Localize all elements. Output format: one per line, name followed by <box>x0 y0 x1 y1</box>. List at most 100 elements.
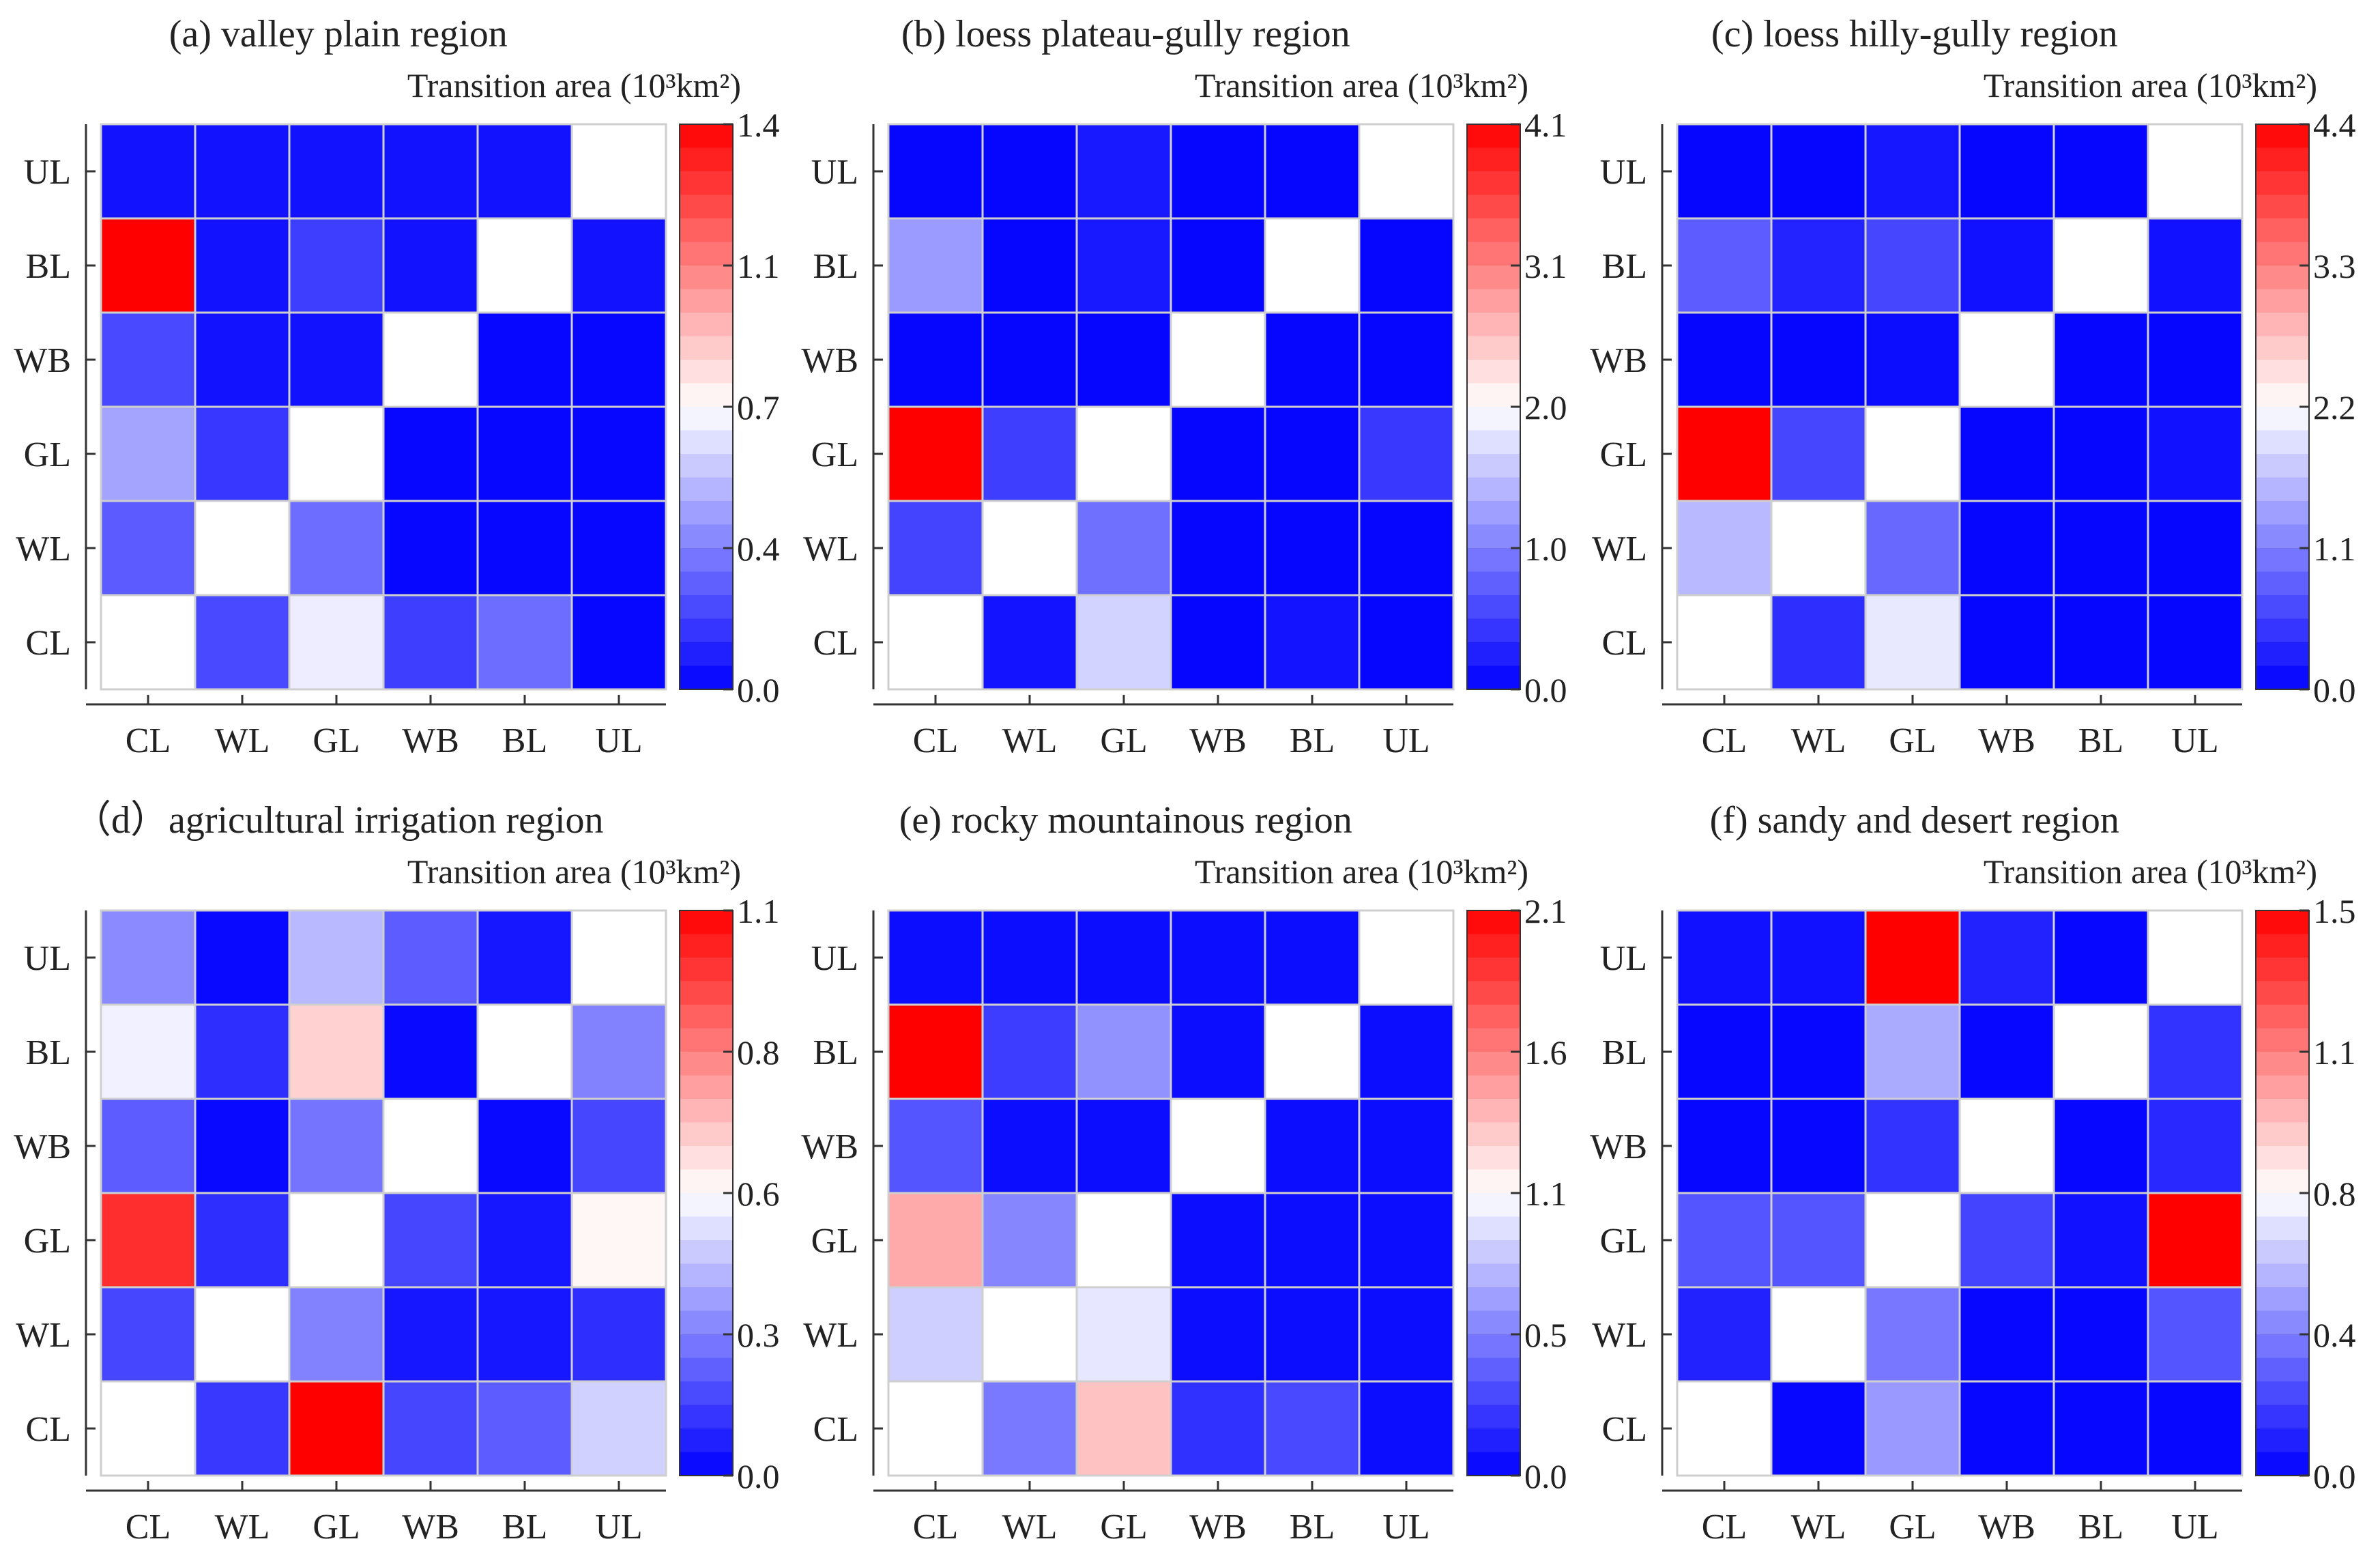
heatmap-cell <box>100 500 197 597</box>
heatmap-cell <box>1770 405 1867 502</box>
panel-title: (a) valley plain region <box>169 13 508 55</box>
colorbar-tick-label: 0.6 <box>737 1175 780 1213</box>
colorbar-tick-label: 0.0 <box>737 671 780 709</box>
heatmap-cell <box>2052 1380 2149 1477</box>
y-tick-label: CL <box>1602 1410 1647 1449</box>
heatmap-cell <box>382 405 479 502</box>
x-tick-label: UL <box>2171 1508 2218 1547</box>
x-tick-label: BL <box>502 1508 547 1547</box>
heatmap-cell <box>100 909 197 1006</box>
heatmap-cell <box>2147 217 2244 314</box>
heatmap-cell <box>1170 1380 1266 1477</box>
heatmap-cell <box>570 217 667 314</box>
heatmap-cell <box>981 1097 1078 1194</box>
y-tick-label: GL <box>1600 435 1647 474</box>
heatmap-cell <box>1864 1003 1961 1100</box>
y-tick-label: GL <box>811 435 858 474</box>
heatmap-cell <box>1075 311 1172 408</box>
y-tick-label: BL <box>1602 247 1647 286</box>
y-tick-label: WB <box>1590 1128 1647 1166</box>
heatmap-cell <box>1264 1097 1361 1194</box>
colorbar-tick-label: 3.3 <box>2313 247 2356 285</box>
x-tick-label: WB <box>1978 1508 2035 1547</box>
heatmap-cell <box>570 1097 667 1194</box>
heatmap-cell <box>1770 594 1867 691</box>
heatmap-cell <box>1264 1192 1361 1289</box>
panel-f: (f) sandy and desert region Transition ar… <box>1590 799 2355 1547</box>
heatmap-cell <box>981 909 1078 1006</box>
heatmap-cell <box>1676 405 1773 502</box>
heatmap-cell <box>194 217 291 314</box>
heatmap-cell <box>1170 1003 1266 1100</box>
colorbar-tick-label: 1.1 <box>1524 1175 1567 1213</box>
heatmap-cell <box>1358 311 1455 408</box>
heatmap-cell <box>1264 311 1361 408</box>
heatmap-cell <box>2052 1097 2149 1194</box>
x-tick-label: WB <box>1189 721 1247 760</box>
heatmap-cell <box>1264 217 1361 314</box>
heatmap-cell <box>570 1380 667 1477</box>
heatmap-cell <box>2147 1380 2244 1477</box>
heatmap-cell <box>382 1286 479 1383</box>
heatmap-cell <box>1264 1286 1361 1383</box>
heatmap-cell <box>1264 1380 1361 1477</box>
colorbar-tick-label: 0.4 <box>737 530 780 568</box>
heatmap-cell <box>2052 123 2149 220</box>
heatmap-cell <box>570 594 667 691</box>
y-tick-label: UL <box>811 939 858 978</box>
x-tick-label: GL <box>313 1508 360 1547</box>
heatmap-cell <box>100 405 197 502</box>
colorbar-tick-label: 2.1 <box>1524 892 1567 930</box>
heatmap-cell <box>194 909 291 1006</box>
heatmap-cell <box>382 1097 479 1194</box>
heatmap-cell <box>288 311 385 408</box>
heatmap-cell <box>887 1286 984 1383</box>
panel-title: （d）agricultural irrigation region <box>73 799 604 842</box>
colorbar-label: Transition area (10³km²) <box>1195 66 1528 104</box>
colorbar-tick-label: 1.1 <box>2313 1033 2356 1072</box>
heatmap-cell <box>1864 311 1961 408</box>
heatmap-cell <box>1358 123 1455 220</box>
heatmap-cell <box>1958 123 2055 220</box>
heatmap-cell <box>476 500 573 597</box>
x-tick-label: UL <box>2171 721 2218 760</box>
heatmap-cell <box>1075 1192 1172 1289</box>
panel-title: (b) loess plateau-gully region <box>901 13 1350 55</box>
heatmap-cell <box>981 594 1078 691</box>
colorbar-tick-label: 2.0 <box>1524 388 1567 427</box>
heatmap-cell <box>1958 405 2055 502</box>
heatmap-cell <box>476 1097 573 1194</box>
heatmap-cell <box>1770 217 1867 314</box>
heatmap-cell <box>570 311 667 408</box>
heatmap-cell <box>288 123 385 220</box>
heatmap-cell <box>2147 1097 2244 1194</box>
x-tick-label: CL <box>913 721 958 760</box>
heatmap-cell <box>2052 500 2149 597</box>
heatmap-cell <box>100 1097 197 1194</box>
colorbar-tick-label: 1.5 <box>2313 892 2356 930</box>
heatmap-cell <box>100 1380 197 1477</box>
heatmap-cell <box>1676 909 1773 1006</box>
y-tick-label: BL <box>26 247 71 286</box>
heatmap-cell <box>288 1192 385 1289</box>
heatmap-cell <box>887 909 984 1006</box>
heatmap-cell <box>1864 405 1961 502</box>
panel-title: (e) rocky mountainous region <box>899 799 1352 842</box>
heatmap-cell <box>1264 909 1361 1006</box>
colorbar-label: Transition area (10³km²) <box>407 852 741 891</box>
heatmap-cell <box>1770 123 1867 220</box>
heatmap-cell <box>1958 1192 2055 1289</box>
heatmap-cell <box>1075 1380 1172 1477</box>
y-tick-label: CL <box>813 1410 858 1449</box>
heatmap-cell <box>1676 123 1773 220</box>
heatmap-cell <box>382 909 479 1006</box>
heatmap-cell <box>1770 500 1867 597</box>
heatmap-cell <box>1958 1003 2055 1100</box>
heatmap-cell <box>476 909 573 1006</box>
heatmap-cell <box>1170 1286 1266 1383</box>
y-tick-label: WB <box>801 341 858 380</box>
x-tick-label: WL <box>1791 721 1846 760</box>
heatmap-cell <box>100 217 197 314</box>
heatmap-cell <box>1358 594 1455 691</box>
heatmap-cell <box>382 311 479 408</box>
